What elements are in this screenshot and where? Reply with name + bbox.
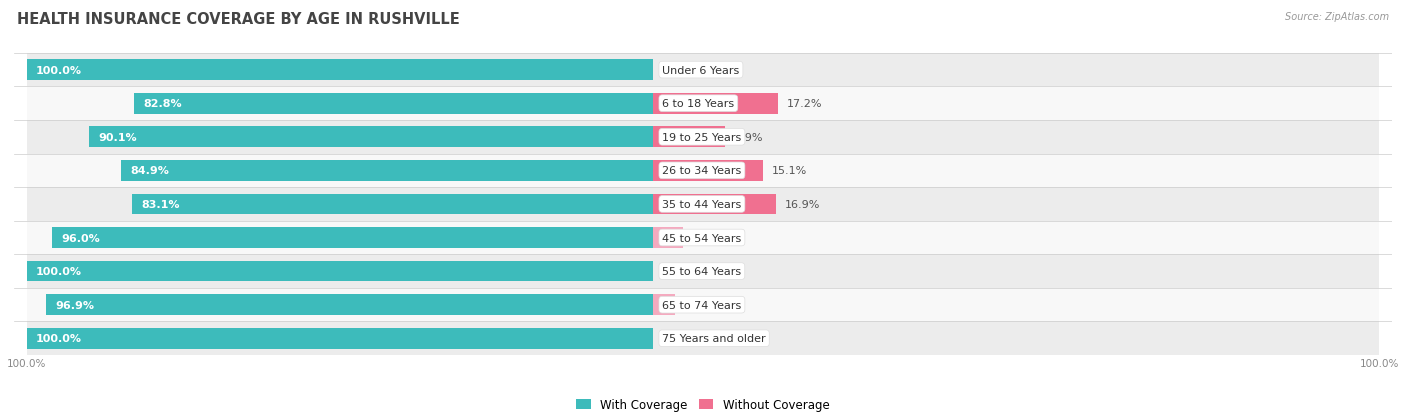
Bar — [52, 228, 652, 248]
Text: 16.9%: 16.9% — [785, 199, 821, 209]
Bar — [135, 94, 652, 114]
Text: 17.2%: 17.2% — [787, 99, 823, 109]
Text: 75 Years and older: 75 Years and older — [662, 333, 766, 344]
Bar — [652, 161, 762, 181]
Bar — [652, 294, 675, 315]
Text: 9.9%: 9.9% — [734, 133, 762, 142]
Text: 45 to 54 Years: 45 to 54 Years — [662, 233, 741, 243]
Text: 3.1%: 3.1% — [685, 300, 713, 310]
Bar — [27, 255, 1379, 288]
Bar — [27, 188, 1379, 221]
Text: 0.0%: 0.0% — [662, 65, 690, 76]
Bar — [132, 194, 652, 215]
Bar — [27, 261, 652, 282]
Text: 0.0%: 0.0% — [662, 333, 690, 344]
Bar — [27, 60, 652, 81]
Text: 82.8%: 82.8% — [143, 99, 183, 109]
Text: 55 to 64 Years: 55 to 64 Years — [662, 266, 741, 276]
Text: 6 to 18 Years: 6 to 18 Years — [662, 99, 734, 109]
Text: 65 to 74 Years: 65 to 74 Years — [662, 300, 741, 310]
Text: 26 to 34 Years: 26 to 34 Years — [662, 166, 741, 176]
Legend: With Coverage, Without Coverage: With Coverage, Without Coverage — [572, 393, 834, 413]
Text: 100.0%: 100.0% — [37, 65, 82, 76]
Bar — [27, 322, 1379, 355]
Bar — [27, 54, 1379, 87]
Text: 4.1%: 4.1% — [692, 233, 720, 243]
Text: 19 to 25 Years: 19 to 25 Years — [662, 133, 741, 142]
Text: 84.9%: 84.9% — [131, 166, 170, 176]
Text: 100.0%: 100.0% — [37, 333, 82, 344]
Text: 0.0%: 0.0% — [662, 266, 690, 276]
Text: 15.1%: 15.1% — [772, 166, 807, 176]
Text: 90.1%: 90.1% — [98, 133, 136, 142]
Text: 96.9%: 96.9% — [55, 300, 94, 310]
Bar — [46, 294, 652, 315]
Bar — [27, 121, 1379, 154]
Bar — [652, 194, 776, 215]
Bar — [27, 288, 1379, 322]
Bar — [27, 154, 1379, 188]
Bar — [27, 87, 1379, 121]
Bar — [652, 94, 778, 114]
Bar — [27, 221, 1379, 255]
Text: Source: ZipAtlas.com: Source: ZipAtlas.com — [1285, 12, 1389, 22]
Bar — [652, 127, 725, 148]
Text: 96.0%: 96.0% — [60, 233, 100, 243]
Text: 83.1%: 83.1% — [142, 199, 180, 209]
Bar — [27, 328, 652, 349]
Bar — [652, 228, 683, 248]
Text: 35 to 44 Years: 35 to 44 Years — [662, 199, 741, 209]
Text: 100.0%: 100.0% — [37, 266, 82, 276]
Text: Under 6 Years: Under 6 Years — [662, 65, 740, 76]
Text: HEALTH INSURANCE COVERAGE BY AGE IN RUSHVILLE: HEALTH INSURANCE COVERAGE BY AGE IN RUSH… — [17, 12, 460, 27]
Bar — [89, 127, 652, 148]
Bar — [121, 161, 652, 181]
